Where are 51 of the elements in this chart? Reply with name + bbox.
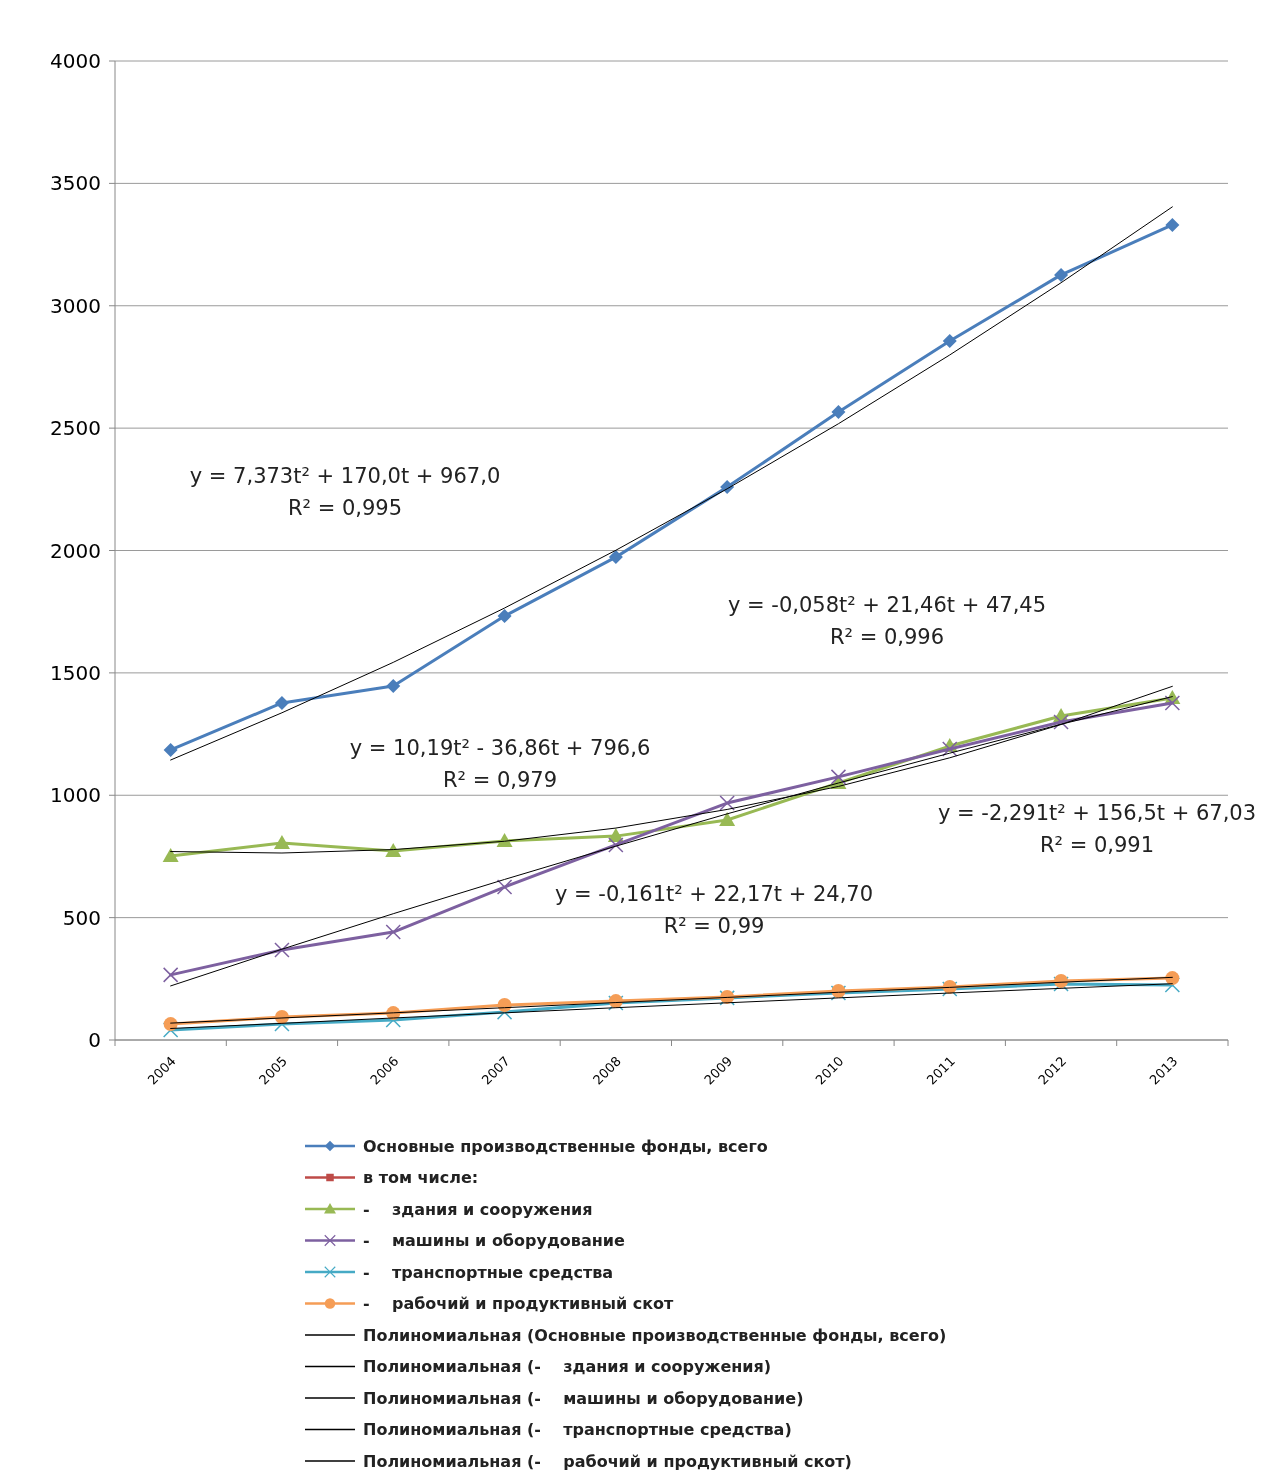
point xyxy=(385,924,401,940)
point xyxy=(1054,267,1069,282)
point xyxy=(162,1022,179,1038)
point xyxy=(386,679,401,694)
y-tick-label: 4000 xyxy=(50,49,101,73)
annotation: y = -0,058t² + 21,46t + 47,45 R² = 0,996 xyxy=(727,593,1047,649)
point xyxy=(274,942,290,958)
point xyxy=(385,843,402,858)
y-tick-label: 2000 xyxy=(50,538,101,563)
point xyxy=(1165,971,1180,986)
annotation: y = 10,19t² - 36,86t + 796,6 R² = 0,979 xyxy=(349,736,651,792)
point xyxy=(608,550,623,565)
point xyxy=(942,741,958,757)
legend-label: - транспортные средства xyxy=(363,1262,614,1282)
legend-label: Полиномиальная (- машины и оборудование) xyxy=(363,1388,804,1408)
legend-label: - рабочий и продуктивный скот xyxy=(363,1294,675,1314)
point xyxy=(273,834,290,849)
legend-label: - машины и оборудование xyxy=(363,1231,626,1251)
y-tick-label: 0 xyxy=(88,1028,101,1052)
legend-label: Основные производственные фонды, всего xyxy=(363,1136,768,1156)
point xyxy=(1165,217,1180,232)
point xyxy=(942,333,957,348)
point xyxy=(1053,714,1069,730)
y-tick-label: 2500 xyxy=(50,416,101,441)
point xyxy=(831,404,846,419)
point xyxy=(162,847,179,862)
point xyxy=(1164,695,1181,711)
legend-label: Полиномиальная (- рабочий и продуктивный скот) xyxy=(363,1451,852,1471)
y-tick-label: 3000 xyxy=(50,293,101,318)
point xyxy=(274,695,289,710)
point xyxy=(497,609,512,624)
point xyxy=(163,742,178,757)
annotation: y = 7,373t² + 170,0t + 967,0 R² = 0,995 xyxy=(189,464,501,520)
annotation: y = -0,161t² + 22,17t + 24,70 R² = 0,99 xyxy=(554,882,874,938)
y-tick-label: 3500 xyxy=(50,171,101,196)
point xyxy=(162,967,179,983)
point xyxy=(719,795,735,811)
y-tick-label: 500 xyxy=(62,905,101,930)
point xyxy=(496,879,513,895)
point xyxy=(1164,977,1181,993)
legend-label: Полиномиальная (Основные производственные фонды, всего) xyxy=(363,1325,947,1345)
annotation: y = -2,291t² + 156,5t + 67,03 R² = 0,991 xyxy=(937,801,1257,857)
point xyxy=(830,769,847,785)
y-tick-label: 1500 xyxy=(50,660,101,685)
y-tick-label: 1000 xyxy=(50,783,101,808)
legend-label: - здания и сооружения xyxy=(363,1199,593,1219)
point xyxy=(608,837,624,853)
legend-label: Полиномиальная (- транспортные средства) xyxy=(363,1420,792,1440)
point xyxy=(719,811,736,826)
legend-label: Полиномиальная (- здания и сооружения) xyxy=(363,1357,772,1377)
legend-label: в том числе: xyxy=(363,1168,479,1188)
